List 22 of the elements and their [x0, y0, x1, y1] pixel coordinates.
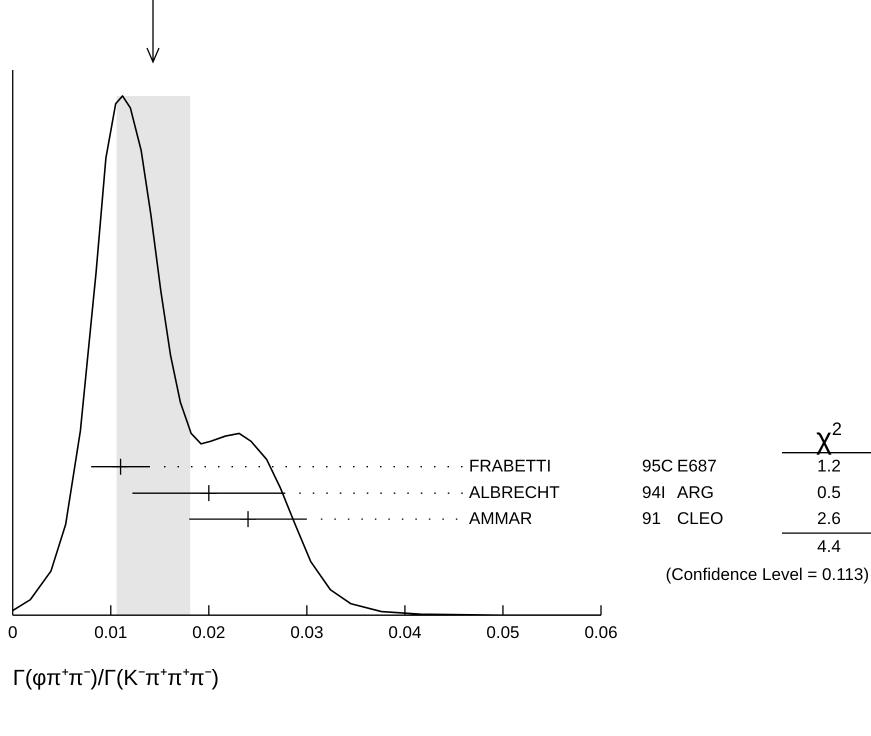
text: 91 — [642, 508, 661, 528]
text: 94I — [642, 482, 666, 502]
x-tick-label: 0.04 — [388, 623, 422, 642]
text: ALBRECHT — [469, 482, 560, 502]
x-axis-title: Γ(φπ⁺π⁻)/Γ(K⁻π⁺π⁺π⁻) — [12, 664, 219, 690]
x-tick-label: 0.01 — [94, 623, 128, 642]
text: AMMAR — [469, 508, 532, 528]
text: ARG — [677, 482, 714, 502]
text: CLEO — [677, 508, 724, 528]
text: 1.2 — [817, 456, 841, 476]
text: 95C — [642, 456, 674, 476]
x-tick-label: 0.03 — [290, 623, 324, 642]
text: 2.6 — [817, 508, 841, 528]
x-tick-label: 0.05 — [486, 623, 520, 642]
x-tick-label: 0.06 — [584, 623, 618, 642]
x-tick-label: 0 — [8, 623, 18, 642]
text: (Confidence Level = 0.113) — [666, 564, 870, 584]
text: 0.5 — [817, 482, 841, 502]
x-tick-label: 0.02 — [192, 623, 226, 642]
text: 4.4 — [817, 536, 841, 556]
text: E687 — [677, 456, 717, 476]
text: FRABETTI — [469, 456, 552, 476]
